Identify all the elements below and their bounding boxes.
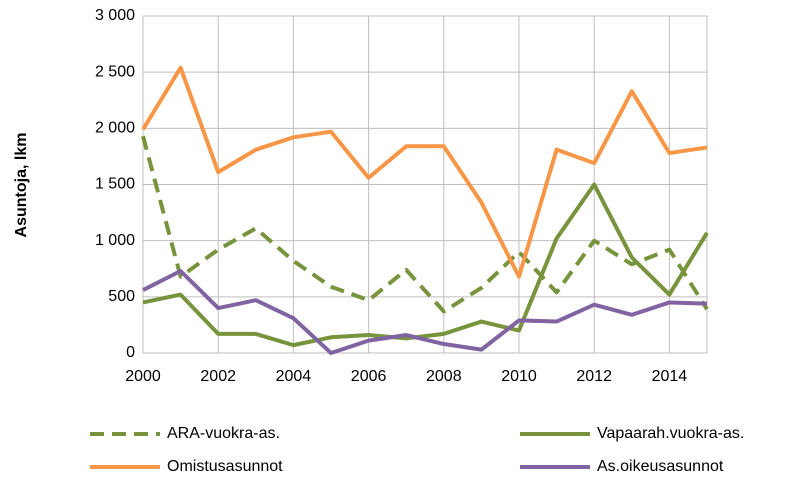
x-tick-label: 2012 [576,368,612,385]
y-tick-label: 500 [108,288,135,305]
y-tick-label: 2 000 [95,120,135,137]
x-tick-label: 2006 [351,368,387,385]
y-tick-label: 1 500 [95,176,135,193]
y-tick-label: 0 [126,344,135,361]
x-tick-label: 2004 [276,368,312,385]
x-tick-label: 2002 [200,368,236,385]
legend-label: Omistusasunnot [167,458,283,475]
series-line [141,135,709,314]
series-line [142,268,708,355]
y-axis-label: Asuntoja, lkm [13,133,30,238]
y-tick-label: 1 000 [95,232,135,249]
series-line [141,65,708,279]
series-line [142,182,709,348]
legend-label: ARA-vuokra-as. [167,425,280,442]
x-tick-label: 2014 [652,368,688,385]
y-tick-label: 3 000 [95,7,135,24]
legend-label: Vapaarah.vuokra-as. [597,425,744,442]
x-tick-label: 2000 [125,368,161,385]
x-tick-label: 2008 [426,368,462,385]
y-tick-label: 2 500 [95,63,135,80]
x-tick-label: 2010 [501,368,537,385]
legend-label: As.oikeusasunnot [597,458,724,475]
